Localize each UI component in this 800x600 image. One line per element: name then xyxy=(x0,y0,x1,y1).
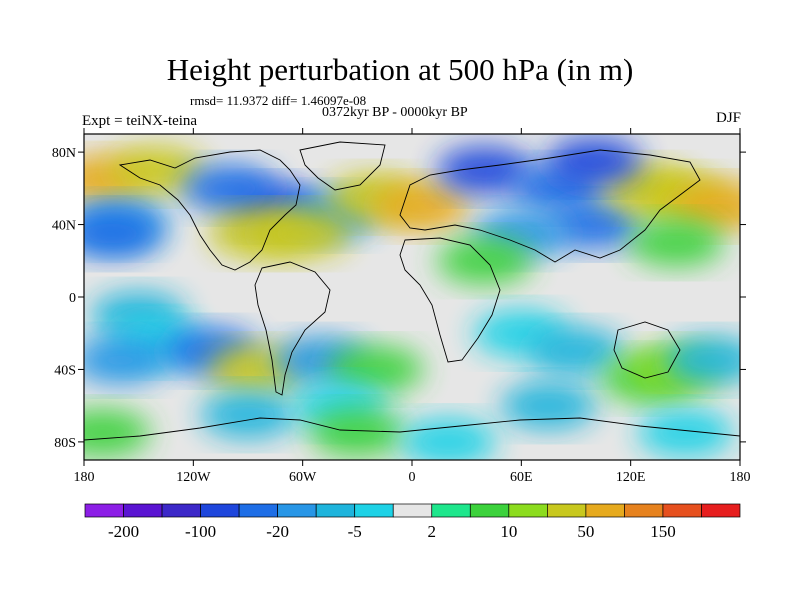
lat-tick-label: 80N xyxy=(52,146,76,161)
colorbar-label: -5 xyxy=(348,522,362,541)
experiment-label: Expt = teiNX-teina xyxy=(82,113,198,129)
colorbar-box xyxy=(277,503,317,518)
field-anomaly-35 xyxy=(664,336,740,385)
field-anomaly-6 xyxy=(254,209,351,258)
lon-tick-label: 180 xyxy=(74,470,95,485)
rmsd-diff-stats: rmsd= 11.9372 diff= 1.46097e-08 xyxy=(190,93,367,108)
colorbar-box xyxy=(354,503,394,518)
colorbar-label: 150 xyxy=(650,522,676,541)
coast-south-america xyxy=(254,261,331,396)
lat-tick-label: 40S xyxy=(54,363,76,378)
colorbar-box xyxy=(161,503,201,518)
colorbar-label: -100 xyxy=(185,522,216,541)
field-anomaly-8 xyxy=(84,209,160,258)
time-period-label: 0372kyr BP - 0000kyr BP xyxy=(322,105,468,120)
lon-tick-label: 120W xyxy=(176,470,211,485)
colorbar-box xyxy=(84,503,124,518)
coast-antarctica xyxy=(84,417,740,441)
map-title: Height perturbation at 500 hPa (in m) xyxy=(166,52,634,87)
field-anomaly-39 xyxy=(400,417,497,460)
lat-tick-label: 80S xyxy=(54,436,76,451)
field-anomaly-3 xyxy=(181,164,278,213)
field-anomaly-1 xyxy=(108,146,205,195)
colorbar-label: -200 xyxy=(108,522,139,541)
field-anomaly-31 xyxy=(528,327,624,376)
lon-tick-label: 180 xyxy=(730,470,751,485)
colorbar: -200 -100 -20 -5 2 10 50 150 xyxy=(84,503,741,541)
longitude-axis: 180 120W 60W 0 60E 120E 180 xyxy=(74,128,751,485)
field-anomaly-18 xyxy=(546,137,643,186)
field-anomaly-13 xyxy=(546,200,643,249)
colorbar-box xyxy=(508,503,548,518)
coast-north-america xyxy=(118,149,301,271)
colorbar-box xyxy=(624,503,664,518)
lat-tick-label: 0 xyxy=(69,291,76,306)
coastlines xyxy=(84,141,740,441)
field-anomaly-32 xyxy=(500,381,597,430)
coast-eurasia xyxy=(399,149,701,263)
colorbar-box xyxy=(662,503,702,518)
height-field-layer xyxy=(84,137,740,460)
coast-africa xyxy=(399,237,501,363)
lon-tick-label: 60W xyxy=(289,470,317,485)
colorbar-box xyxy=(123,503,163,518)
colorbar-box xyxy=(547,503,587,518)
lon-tick-label: 60E xyxy=(510,470,533,485)
colorbar-box xyxy=(701,503,741,518)
field-anomaly-20 xyxy=(436,236,533,285)
colorbar-box xyxy=(469,503,510,518)
field-anomaly-27 xyxy=(327,345,424,394)
colorbar-box xyxy=(238,503,278,518)
colorbar-box xyxy=(431,503,471,518)
field-anomaly-10 xyxy=(373,182,470,231)
colorbar-box xyxy=(315,503,356,518)
field-anomaly-38 xyxy=(84,408,151,457)
colorbar-box xyxy=(392,503,433,518)
coast-australia xyxy=(613,321,681,379)
field-anomaly-17 xyxy=(673,182,740,231)
colorbar-label: -20 xyxy=(266,522,289,541)
field-anomaly-11 xyxy=(436,146,533,195)
latitude-axis: 80N 40N 0 40S 80S xyxy=(52,146,746,451)
colorbar-label: 10 xyxy=(500,522,517,541)
lon-tick-label: 120E xyxy=(616,470,646,485)
colorbar-label: 2 xyxy=(428,522,437,541)
lat-tick-label: 40N xyxy=(52,219,76,234)
field-anomaly-36 xyxy=(637,408,734,457)
colorbar-box xyxy=(200,503,240,518)
coast-greenland xyxy=(299,141,386,191)
lon-tick-label: 0 xyxy=(409,470,416,485)
field-anomaly-37 xyxy=(309,408,406,457)
field-anomaly-23 xyxy=(84,336,169,385)
season-label: DJF xyxy=(715,110,741,126)
colorbar-label: 50 xyxy=(577,522,594,541)
colorbar-box xyxy=(585,503,625,518)
field-anomaly-28 xyxy=(200,390,296,439)
field-anomaly-19 xyxy=(628,218,725,267)
